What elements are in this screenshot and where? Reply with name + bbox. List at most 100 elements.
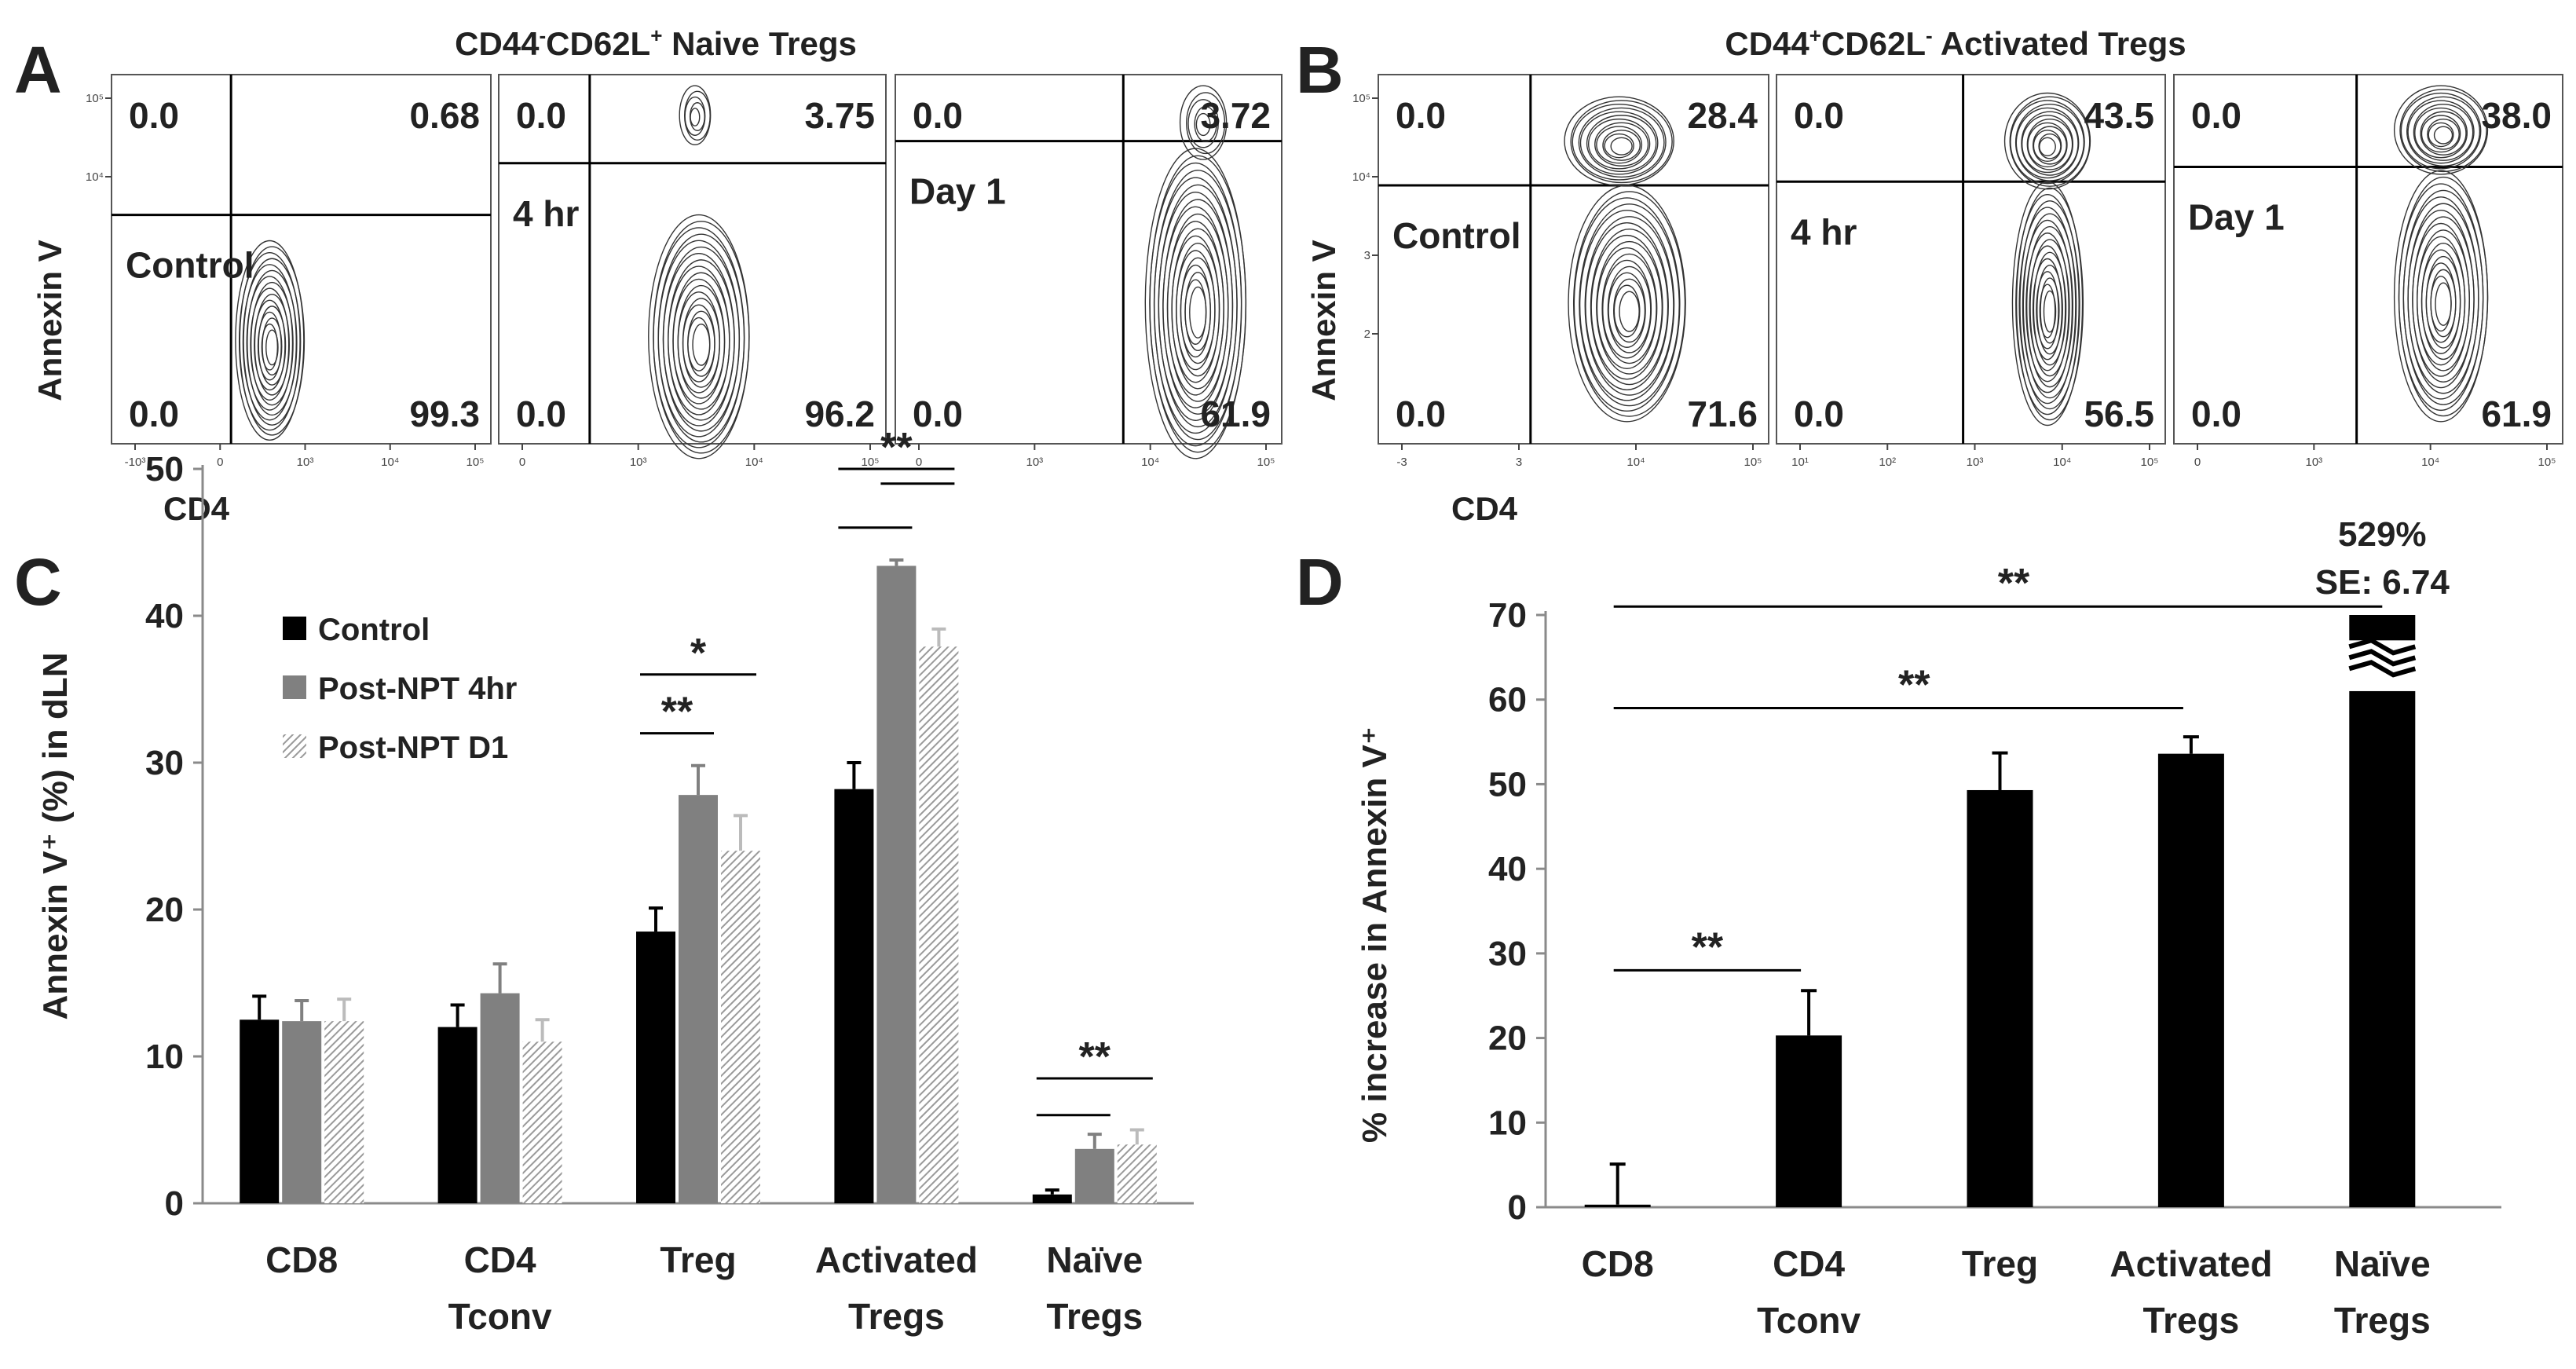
flow-a-plot-2: 0.0 3.75 0.0 96.2 4 hr 0 10³ 10⁴ 10⁵ xyxy=(498,74,887,469)
annotation-percent: 529% xyxy=(2338,515,2427,554)
y-tick-label: 10⁵ xyxy=(86,92,104,105)
y-tick-label: 30 xyxy=(145,744,184,782)
cell-population-contour xyxy=(679,85,712,145)
contour-ring xyxy=(1187,99,1219,148)
bar-post-npt-d1 xyxy=(324,1021,364,1203)
quadrant-upper-right-value: 43.5 xyxy=(2084,95,2154,136)
bar-control xyxy=(1032,1194,1072,1203)
contour-ring xyxy=(2011,181,2084,426)
x-category-label: Naïve xyxy=(1046,1239,1143,1280)
condition-label: 4 hr xyxy=(513,193,579,234)
y-tick-label: 60 xyxy=(1488,681,1527,719)
contour-ring xyxy=(2040,277,2060,344)
panel-a-flow-plots: 0.0 0.68 0.0 99.3 Control -10³ 0 10³ 10⁴ 10⁵ 10⁵ 10… xyxy=(86,74,1283,469)
panel-a-ylabel: Annexin V xyxy=(31,240,68,401)
bar xyxy=(1967,789,2033,1207)
x-tick-label: 0 xyxy=(217,456,223,469)
contour-ring xyxy=(1587,118,1651,170)
x-tick-label: 10⁵ xyxy=(1257,456,1275,469)
annotation-se: SE: 6.74 xyxy=(2315,563,2450,602)
x-category-label: Tregs xyxy=(2143,1300,2240,1341)
contour-ring xyxy=(2029,239,2070,377)
quadrant-upper-left-value: 0.0 xyxy=(129,95,179,136)
legend-swatch xyxy=(283,617,306,640)
x-tick-label: 10³ xyxy=(1026,456,1043,469)
x-tick-label: 0 xyxy=(519,456,525,469)
contour-ring xyxy=(1579,111,1659,175)
condition-label: Day 1 xyxy=(909,171,1006,212)
axis-break-zigzag xyxy=(2348,649,2417,667)
y-tick-label: 40 xyxy=(145,597,184,635)
contour-ring xyxy=(2019,200,2080,410)
y-axis-label: Annexin V⁺ (%) in dLN xyxy=(36,652,75,1019)
x-tick-label: 10⁴ xyxy=(1141,456,1159,469)
quadrant-upper-left-value: 0.0 xyxy=(1396,95,1446,136)
contour-ring xyxy=(2393,85,2489,175)
bar-post-npt-4hr xyxy=(679,795,718,1203)
contour-ring xyxy=(2036,271,2059,350)
significance-marker: * xyxy=(690,631,707,676)
x-tick-label: -3 xyxy=(1396,456,1407,469)
contour-ring xyxy=(2022,213,2077,399)
bar xyxy=(2349,615,2416,1207)
contour-ring xyxy=(2039,137,2056,156)
bar-post-npt-d1 xyxy=(919,646,959,1203)
y-tick-label: 10⁴ xyxy=(1352,170,1370,184)
quadrant-upper-right-value: 38.0 xyxy=(2481,95,2552,136)
x-tick-label: 10⁴ xyxy=(2053,456,2071,469)
panel-d-chart: % increase in Annexin V⁺ 0 10 20 30 40 50 60 70 C… xyxy=(1356,515,2501,1341)
cell-population-contour xyxy=(1144,148,1247,459)
x-category-label: Tregs xyxy=(1046,1296,1143,1337)
x-tick-label: 10⁴ xyxy=(2421,456,2439,469)
contour-ring xyxy=(2407,100,2475,164)
x-category-label: Activated xyxy=(815,1239,978,1280)
contour-ring xyxy=(1594,122,1649,167)
y-tick-label: 0 xyxy=(165,1184,184,1223)
legend-swatch xyxy=(283,675,306,699)
contour-ring xyxy=(1572,103,1667,181)
y-tick-label: 0 xyxy=(1508,1188,1527,1227)
bar-control xyxy=(834,789,874,1203)
x-tick-label: 10³ xyxy=(630,456,647,469)
contour-ring xyxy=(2399,89,2487,173)
panel-b-ylabel: Annexin V xyxy=(1305,240,1342,401)
contour-ring xyxy=(2039,284,2056,339)
x-category-label: Tconv xyxy=(1757,1300,1861,1341)
quadrant-lower-left-value: 0.0 xyxy=(1396,393,1446,434)
bar-control xyxy=(437,1027,478,1203)
x-tick-label: -10³ xyxy=(125,456,146,469)
contour-ring xyxy=(1189,286,1207,339)
y-tick-label: 30 xyxy=(1488,935,1527,973)
contour-ring xyxy=(1194,106,1217,142)
quadrant-lower-right-value: 71.6 xyxy=(1687,393,1758,434)
contour-ring xyxy=(1179,85,1228,160)
x-category-label: Tregs xyxy=(2334,1300,2431,1341)
y-tick-label: 10⁵ xyxy=(1352,92,1370,105)
y-tick-label: 10 xyxy=(1488,1104,1527,1142)
contour-ring xyxy=(2018,207,2077,404)
y-tick-label: 2 xyxy=(1364,328,1370,341)
bar-post-npt-4hr xyxy=(480,993,520,1203)
quadrant-lower-left-value: 0.0 xyxy=(2191,393,2241,434)
quadrant-upper-right-value: 3.72 xyxy=(1200,95,1271,136)
bar-post-npt-d1 xyxy=(522,1041,562,1203)
quadrant-upper-right-value: 3.75 xyxy=(804,95,875,136)
x-category-label: Treg xyxy=(660,1239,736,1280)
x-tick-label: 10³ xyxy=(1967,456,1984,469)
legend-label: Post-NPT 4hr xyxy=(318,672,517,706)
contour-ring xyxy=(2413,104,2474,161)
x-tick-label: 0 xyxy=(916,456,922,469)
contour-ring xyxy=(2433,126,2453,145)
y-tick-label: 40 xyxy=(1488,850,1527,888)
quadrant-lower-right-value: 96.2 xyxy=(804,393,875,434)
panel-a-xlabel: CD4 xyxy=(163,490,230,527)
x-category-label: Tregs xyxy=(848,1296,945,1337)
contour-ring xyxy=(1195,112,1211,137)
y-tick-label: 10 xyxy=(145,1038,184,1076)
contour-ring xyxy=(1578,107,1665,178)
contour-ring xyxy=(1602,130,1641,161)
contour-ring xyxy=(2022,219,2073,393)
quadrant-upper-left-value: 0.0 xyxy=(913,95,963,136)
